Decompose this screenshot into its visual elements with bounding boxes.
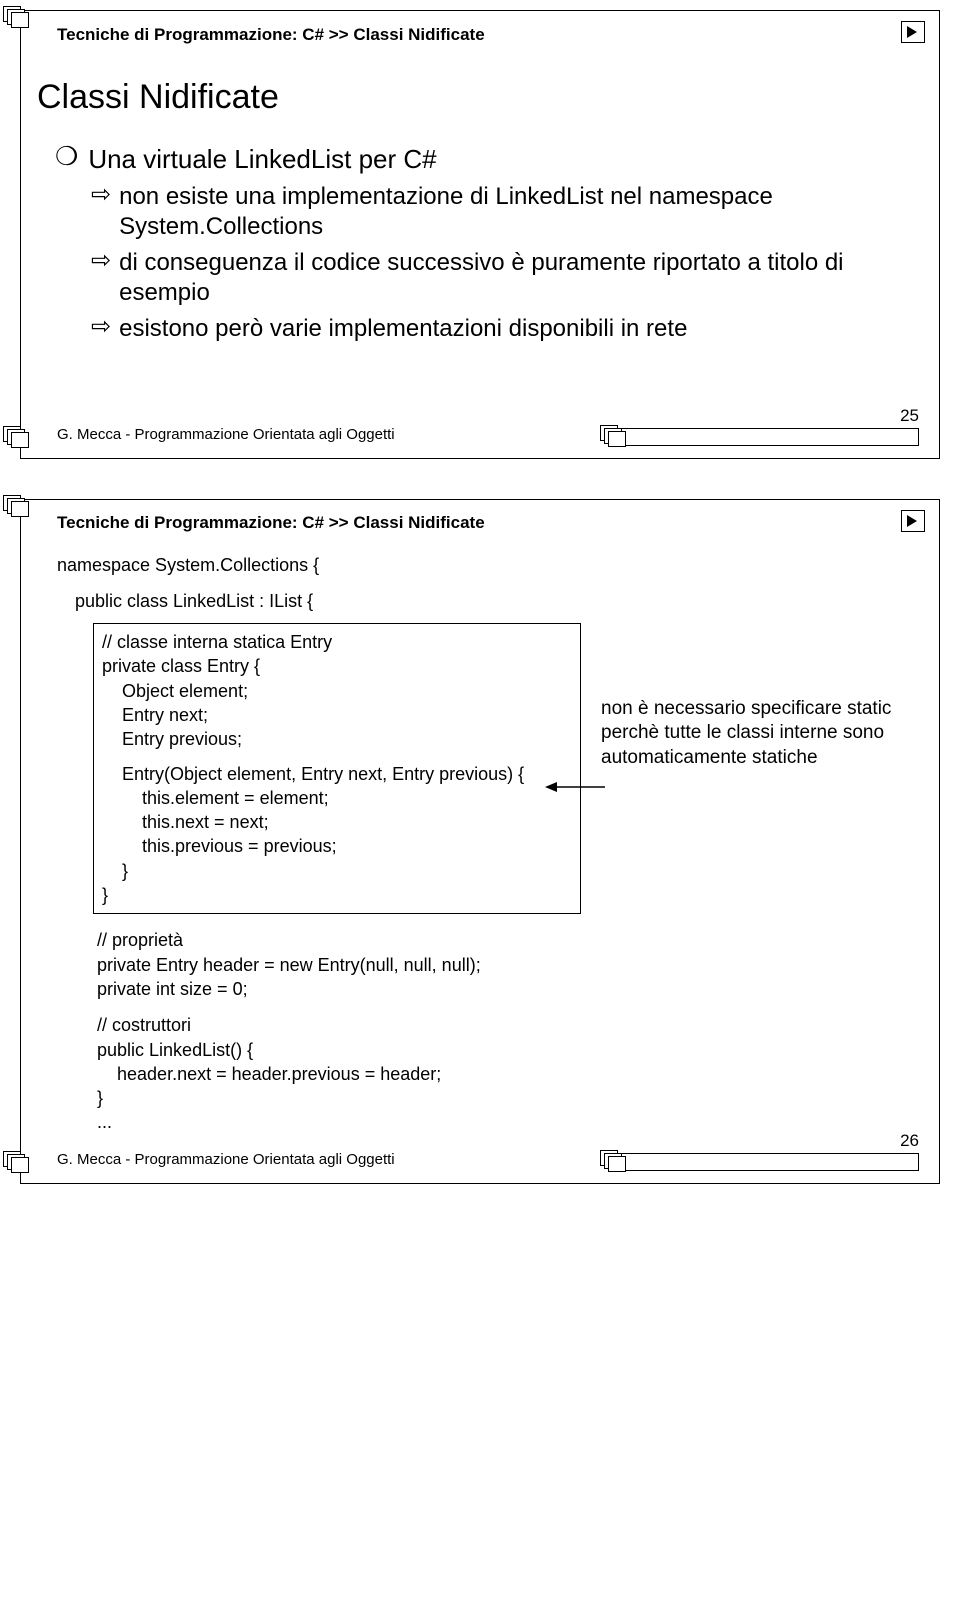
bullet-1-text: Una virtuale LinkedList per C# bbox=[88, 143, 436, 176]
footer-text: G. Mecca - Programmazione Orientata agli… bbox=[57, 1151, 395, 1168]
code-line: Object element; bbox=[102, 679, 572, 703]
slide-2: Tecniche di Programmazione: C# >> Classi… bbox=[20, 499, 940, 1184]
sub-2: ⇨ di conseguenza il codice successivo è … bbox=[91, 248, 923, 308]
code-line: // costruttori bbox=[57, 1013, 929, 1037]
code-line: this.previous = previous; bbox=[102, 834, 572, 858]
code-line: public class LinkedList : IList { bbox=[57, 589, 929, 613]
code-line: // proprietà bbox=[57, 928, 929, 952]
annotation-arrow-icon bbox=[545, 781, 605, 783]
play-icon bbox=[901, 510, 925, 537]
code-line: } bbox=[102, 883, 572, 907]
sub-2-text: di conseguenza il codice successivo è pu… bbox=[119, 248, 923, 308]
code-line: Entry previous; bbox=[102, 727, 572, 751]
code-line: } bbox=[102, 859, 572, 883]
slide-title: Classi Nidificate bbox=[37, 78, 929, 117]
decor-boxes-br bbox=[600, 425, 626, 445]
arrow-icon: ⇨ bbox=[91, 314, 111, 340]
arrow-icon: ⇨ bbox=[91, 182, 111, 208]
decor-boxes-tl bbox=[3, 6, 29, 26]
breadcrumb-text: Tecniche di Programmazione: C# >> Classi… bbox=[57, 25, 485, 45]
code-line: private Entry header = new Entry(null, n… bbox=[57, 953, 929, 977]
breadcrumb: Tecniche di Programmazione: C# >> Classi… bbox=[31, 508, 929, 547]
code-line: // classe interna statica Entry bbox=[102, 630, 572, 654]
footer-right: 25 bbox=[617, 428, 919, 446]
page-number: 26 bbox=[900, 1131, 919, 1151]
annotation-text: non è necessario specificare static perc… bbox=[601, 697, 931, 771]
code-block: namespace System.Collections { public cl… bbox=[31, 547, 929, 1145]
slide-1: Tecniche di Programmazione: C# >> Classi… bbox=[20, 10, 940, 459]
sub-3: ⇨ esistono però varie implementazioni di… bbox=[91, 314, 923, 344]
bullet-1: ❍ Una virtuale LinkedList per C# bbox=[55, 143, 923, 176]
code-line: private class Entry { bbox=[102, 654, 572, 678]
footer: G. Mecca - Programmazione Orientata agli… bbox=[31, 420, 929, 450]
code-line: Entry(Object element, Entry next, Entry … bbox=[102, 762, 572, 786]
slide-content: ❍ Una virtuale LinkedList per C# ⇨ non e… bbox=[31, 143, 929, 380]
entry-class-box: // classe interna statica Entry private … bbox=[93, 623, 581, 914]
decor-boxes-tl bbox=[3, 495, 29, 515]
code-line: } bbox=[57, 1086, 929, 1110]
code-line: private int size = 0; bbox=[57, 977, 929, 1001]
play-icon bbox=[901, 21, 925, 48]
code-line: ... bbox=[57, 1110, 929, 1134]
code-line: this.next = next; bbox=[102, 810, 572, 834]
code-line: public LinkedList() { bbox=[57, 1038, 929, 1062]
decor-boxes-bl bbox=[3, 426, 29, 446]
decor-boxes-bl bbox=[3, 1151, 29, 1171]
footer-text: G. Mecca - Programmazione Orientata agli… bbox=[57, 426, 395, 443]
circle-bullet-icon: ❍ bbox=[55, 143, 78, 169]
code-line: this.element = element; bbox=[102, 786, 572, 810]
footer: G. Mecca - Programmazione Orientata agli… bbox=[31, 1145, 929, 1175]
slide-frame: Tecniche di Programmazione: C# >> Classi… bbox=[20, 499, 940, 1184]
code-line: namespace System.Collections { bbox=[57, 553, 929, 577]
footer-right: 26 bbox=[617, 1153, 919, 1171]
slide-frame: Tecniche di Programmazione: C# >> Classi… bbox=[20, 10, 940, 459]
page-number: 25 bbox=[900, 406, 919, 426]
sub-1: ⇨ non esiste una implementazione di Link… bbox=[91, 182, 923, 242]
breadcrumb-text: Tecniche di Programmazione: C# >> Classi… bbox=[57, 513, 485, 533]
code-line: header.next = header.previous = header; bbox=[57, 1062, 929, 1086]
sub-1-text: non esiste una implementazione di Linked… bbox=[119, 182, 923, 242]
sub-3-text: esistono però varie implementazioni disp… bbox=[119, 314, 687, 344]
breadcrumb: Tecniche di Programmazione: C# >> Classi… bbox=[31, 19, 929, 58]
decor-boxes-br bbox=[600, 1150, 626, 1170]
code-line: Entry next; bbox=[102, 703, 572, 727]
arrow-icon: ⇨ bbox=[91, 248, 111, 274]
